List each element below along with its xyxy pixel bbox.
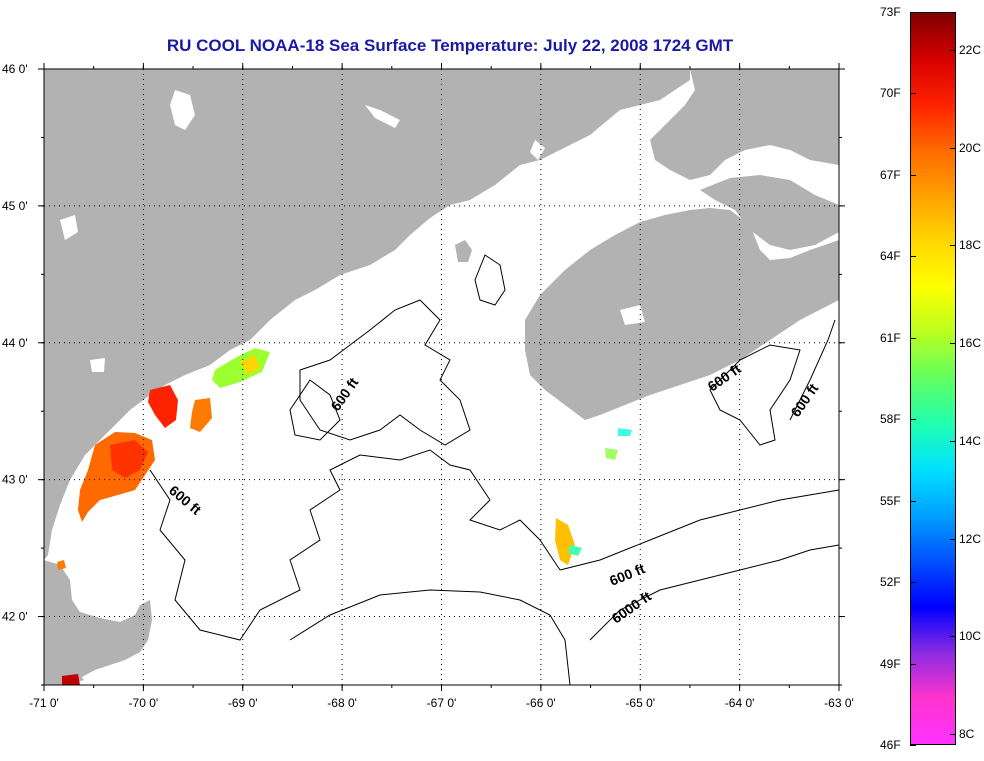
lon-tick-label: -65 0' (625, 696, 655, 710)
colorbar-tick-c (950, 734, 956, 736)
lake-5 (620, 305, 645, 325)
colorbar-tick-f (910, 337, 916, 339)
colorbar-label-c: 16C (959, 336, 982, 351)
lon-tick-label: -63 0' (824, 696, 854, 710)
map-frame (43, 68, 840, 686)
colorbar-tick-f (910, 93, 916, 95)
sst-patch-small-orange (57, 560, 66, 570)
colorbar-label-f: 67F (880, 167, 901, 182)
colorbar-label-c: 12C (959, 531, 982, 546)
colorbar-tick-c (950, 538, 956, 540)
sst-patches (57, 348, 632, 685)
sst-patch-orange-2 (190, 398, 212, 432)
depth-contours (149, 254, 840, 686)
colorbar-tick-c (950, 147, 956, 149)
sst-patch-cyan (568, 545, 582, 556)
lon-tick-label: -70 0' (129, 696, 159, 710)
land-nova-scotia (525, 208, 839, 420)
colorbar-tick-f (910, 12, 916, 13)
colorbar-label-c: 18C (959, 238, 982, 253)
colorbar-label-f: 46F (880, 738, 901, 752)
colorbar-tick-f (910, 663, 916, 665)
colorbar-tick-c (950, 440, 956, 442)
colorbar-label-f: 55F (880, 493, 901, 508)
contour-600-east-1 (709, 344, 801, 446)
sst-patch-yellow (240, 355, 260, 375)
lake-4 (90, 358, 105, 372)
colorbar-label-f: 64F (880, 249, 901, 264)
contour-600-west (149, 449, 561, 641)
colorbar-tick-f (910, 582, 916, 584)
lon-tick-label: -66 0' (526, 696, 556, 710)
map-title: RU COOL NOAA-18 Sea Surface Temperature:… (166, 36, 734, 55)
colorbar-tick-f (910, 419, 916, 421)
colorbar-label-c: 8C (959, 727, 975, 742)
colorbar-label-f: 70F (880, 86, 901, 101)
land-maine (44, 69, 690, 560)
contour-6000 (589, 544, 840, 641)
contour-600-shelf (559, 489, 840, 571)
land-new-brunswick (650, 69, 839, 180)
lat-tick-label: 42 0' (2, 610, 28, 624)
contour-600-bay (474, 254, 506, 306)
colorbar-tick-f (910, 745, 916, 746)
colorbar-label-f: 58F (880, 412, 901, 427)
colorbar-label-f: 49F (880, 656, 901, 671)
contour-south (289, 589, 571, 686)
colorbar-label-c: 20C (959, 140, 982, 155)
axes: -71 0' -70 0' -69 0' -68 0' -67 0' -66 0' -65 … (2, 62, 854, 710)
sst-patch-coastal-red (110, 440, 148, 478)
colorbar-tick-c (950, 636, 956, 638)
colorbar-tick-c (950, 50, 956, 51)
contour-600-gulf (299, 299, 471, 446)
colorbar-tick-f (910, 174, 916, 176)
lake-1 (170, 90, 195, 130)
land-cape-breton (700, 175, 839, 250)
colorbar-tick-c (950, 245, 956, 247)
lake-2 (365, 105, 400, 128)
colorbar-tick-c (950, 343, 956, 345)
lat-tick-label: 43 0' (2, 473, 28, 487)
contour-600-inner (289, 379, 341, 441)
lake-3 (60, 215, 78, 240)
colorbar-label-c: 22C (959, 43, 982, 57)
lon-tick-label: -64 0' (725, 696, 755, 710)
colorbar-tick-f (910, 500, 916, 502)
land-cape-cod (44, 560, 152, 685)
colorbar-label-c: 10C (959, 629, 982, 644)
sst-patch-ns-green (605, 448, 618, 460)
lon-tick-label: -71 0' (29, 696, 59, 710)
colorbar-label-f: 61F (880, 330, 901, 345)
sst-patch-red-1 (148, 385, 178, 428)
colorbar (910, 12, 956, 745)
sst-patch-south-red (62, 674, 80, 685)
lat-tick-label: 46 0' (2, 62, 28, 76)
colorbar-label-c: 14C (959, 433, 982, 448)
sst-patch-ns-cyan (618, 428, 632, 436)
lat-tick-label: 44 0' (2, 336, 28, 350)
land-grand-manan (455, 240, 472, 262)
contour-600-east-2 (789, 319, 836, 421)
colorbar-label-f: 52F (880, 575, 901, 590)
lon-tick-label: -69 0' (228, 696, 258, 710)
lon-tick-label: -68 0' (327, 696, 357, 710)
colorbar-label-f: 73F (880, 5, 901, 19)
land-masses (44, 69, 839, 685)
lat-tick-label: 45 0' (2, 199, 28, 213)
lon-tick-label: -67 0' (427, 696, 457, 710)
colorbar-tick-f (910, 256, 916, 258)
